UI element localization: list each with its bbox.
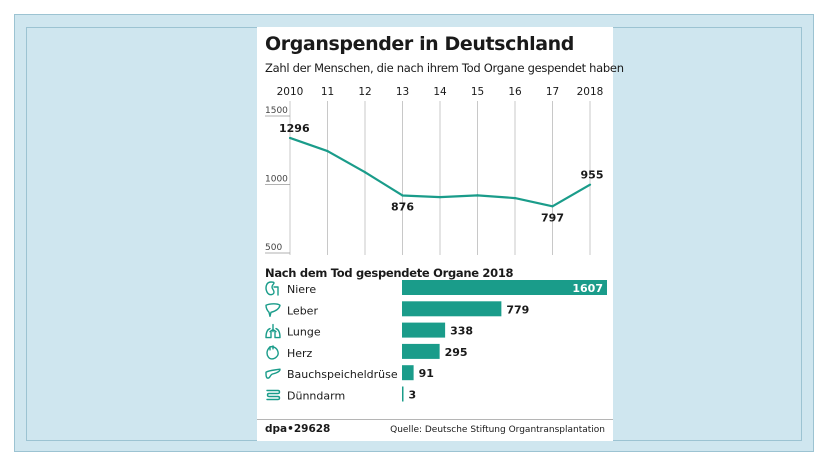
bar-value-label: 779 <box>506 303 529 316</box>
data-label: 797 <box>541 211 564 224</box>
liver-icon <box>265 303 281 317</box>
bar-value-label: 3 <box>409 389 417 402</box>
x-tick-label: 17 <box>546 86 559 98</box>
heart-icon <box>266 345 279 360</box>
bar <box>402 280 607 295</box>
bar-chart: Niere 1607 Leber 779 Lunge 338 Herz 295 Bauchspe… <box>265 280 607 403</box>
x-tick-label: 16 <box>508 86 522 98</box>
y-tick-label: 500 <box>265 243 282 253</box>
data-point <box>288 136 292 140</box>
data-point <box>588 183 592 186</box>
bar-category-label: Herz <box>287 347 313 360</box>
bar-category-label: Niere <box>287 283 316 296</box>
pancreas-icon <box>265 368 281 379</box>
bar-category-label: Dünndarm <box>287 390 345 403</box>
footer-credit: Quelle: Deutsche Stiftung Organtransplan… <box>390 425 605 435</box>
bar <box>402 343 440 359</box>
data-point <box>476 194 479 197</box>
bar <box>402 301 502 317</box>
x-tick-label: 2010 <box>277 86 304 98</box>
x-tick-label: 12 <box>358 86 371 98</box>
chart-subtitle: Zahl der Menschen, die nach ihrem Tod Or… <box>265 61 624 75</box>
bar-category-label: Bauchspeicheldrüse <box>287 368 398 381</box>
kidney-icon <box>265 281 279 296</box>
data-point <box>438 196 442 199</box>
infographic-card: Organspender in Deutschland Zahl der Men… <box>257 27 624 441</box>
bar-category-label: Leber <box>287 304 318 317</box>
bar <box>402 322 446 338</box>
data-point <box>513 196 517 200</box>
y-tick-label: 1500 <box>265 106 288 116</box>
bar <box>402 365 414 381</box>
bar-category-label: Lunge <box>287 326 321 339</box>
x-tick-label: 15 <box>471 86 484 98</box>
data-label: 876 <box>391 200 414 213</box>
footer-source-id: dpa•29628 <box>265 423 331 435</box>
x-tick-label: 2018 <box>577 86 604 98</box>
data-label: 1296 <box>279 122 310 135</box>
data-point <box>401 194 404 197</box>
bar-value-label: 1607 <box>572 282 603 295</box>
data-point <box>363 171 367 174</box>
data-point <box>551 205 554 208</box>
data-label: 955 <box>581 169 604 182</box>
bar-chart-title: Nach dem Tod gespendete Organe 2018 <box>265 266 514 280</box>
intestine-icon <box>266 389 281 401</box>
bar-value-label: 91 <box>419 367 434 380</box>
y-tick-label: 1000 <box>265 175 288 185</box>
x-tick-label: 13 <box>396 86 409 98</box>
bar-value-label: 295 <box>445 346 468 359</box>
line-chart: 2010 11 12 13 14 15 16 17 2018 1500 1000 500 1296 876… <box>265 86 604 255</box>
chart-title: Organspender in Deutschland <box>265 33 574 55</box>
data-point <box>326 150 329 153</box>
bar <box>402 386 404 402</box>
footer-divider <box>257 419 613 420</box>
bar-value-label: 338 <box>450 325 473 338</box>
x-tick-label: 14 <box>433 86 447 98</box>
lungs-icon <box>265 323 281 339</box>
x-tick-label: 11 <box>321 86 334 98</box>
